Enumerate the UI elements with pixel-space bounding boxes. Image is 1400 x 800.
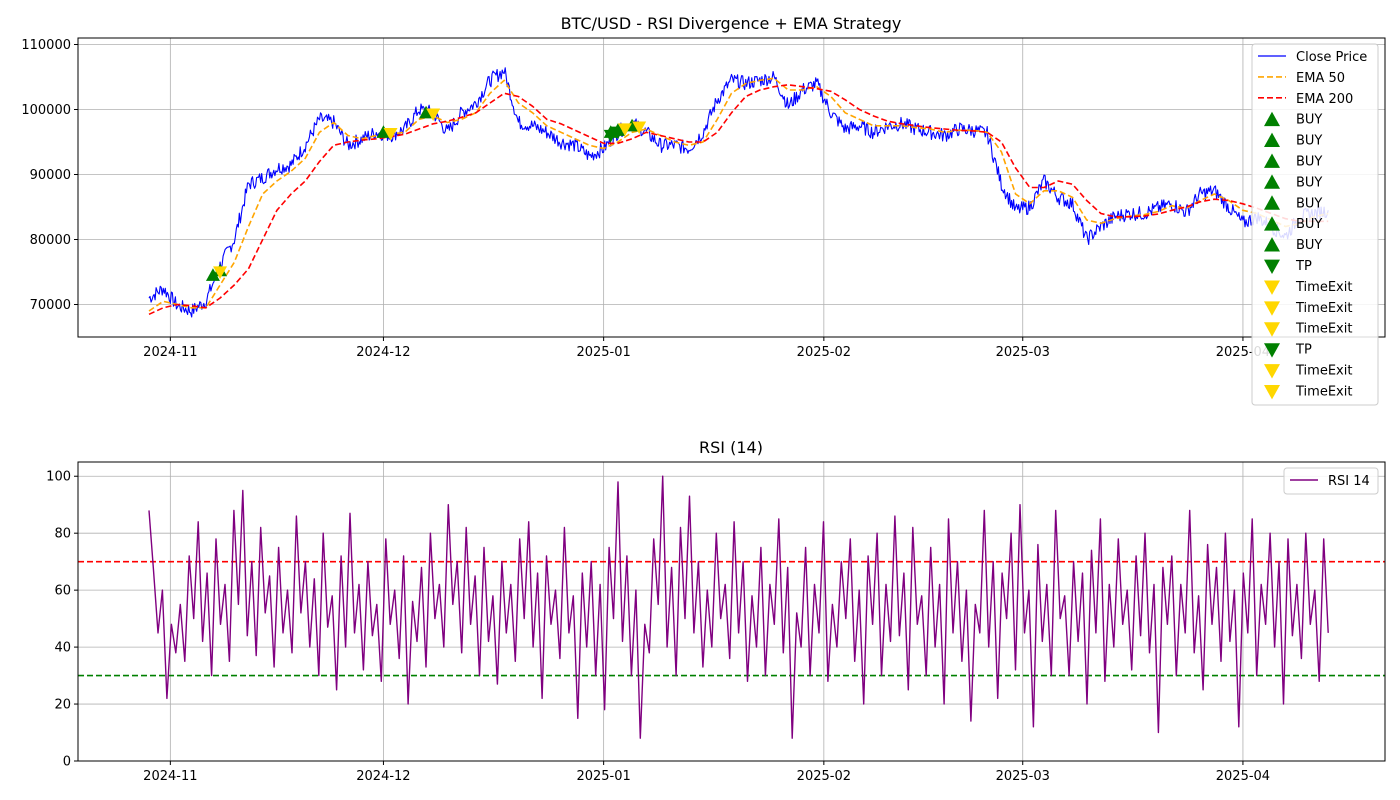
rsi-plot-area xyxy=(78,475,1385,739)
legend-label: BUY xyxy=(1296,134,1322,149)
rsi-xtick-label: 2024-11 xyxy=(143,769,197,784)
rsi-y-axis: 0 20 40 60 80 100 xyxy=(46,470,78,770)
legend-label: BUY xyxy=(1296,196,1322,211)
legend-label: BUY xyxy=(1296,238,1322,253)
rsi-ytick-label: 0 xyxy=(63,755,71,770)
rsi-legend: RSI 14 xyxy=(1283,467,1379,495)
price-legend-box xyxy=(1251,43,1379,406)
legend-marker-timeexit xyxy=(1264,385,1280,400)
price-xtick-label: 2025-03 xyxy=(996,345,1050,360)
legend-marker-buy xyxy=(1264,174,1280,189)
price-chart-panel: BTC/USD - RSI Divergence + EMA Strategy … xyxy=(21,14,1386,406)
price-y-axis: 70000 80000 90000 100000 110000 xyxy=(21,38,78,313)
legend-label: TimeExit xyxy=(1295,280,1352,295)
legend-marker-buy xyxy=(1264,132,1280,147)
rsi-ytick-label: 80 xyxy=(54,527,71,542)
trade-marker-timeexit xyxy=(383,127,398,141)
legend-label: TimeExit xyxy=(1295,322,1352,337)
rsi-ytick-label: 60 xyxy=(54,584,71,599)
price-ytick-label: 80000 xyxy=(30,233,71,248)
legend-marker-buy xyxy=(1264,237,1280,252)
price-ytick-label: 110000 xyxy=(21,38,71,53)
rsi-xtick-label: 2025-01 xyxy=(576,769,630,784)
legend-marker-tp xyxy=(1264,259,1280,274)
legend-marker-timeexit xyxy=(1264,364,1280,379)
trade-marker-tp xyxy=(610,126,625,140)
legend-marker-buy xyxy=(1264,153,1280,168)
rsi-ytick-label: 100 xyxy=(46,470,71,485)
series-line-ema-200 xyxy=(148,84,1329,316)
legend-label: BUY xyxy=(1296,155,1322,170)
legend-label: TP xyxy=(1295,343,1312,358)
trade-marker-buy xyxy=(419,105,434,119)
legend-marker-timeexit xyxy=(1264,301,1280,316)
legend-marker-timeexit xyxy=(1264,322,1280,337)
legend-label: TimeExit xyxy=(1295,364,1352,379)
legend-label: TP xyxy=(1295,259,1312,274)
trade-marker-timeexit xyxy=(632,121,647,135)
legend-marker-buy xyxy=(1264,111,1280,127)
legend-label: BUY xyxy=(1296,113,1322,128)
legend-marker-buy xyxy=(1264,216,1280,231)
legend-label: EMA 200 xyxy=(1296,92,1353,107)
price-axes-frame xyxy=(77,37,1386,338)
price-ytick-label: 90000 xyxy=(30,168,71,183)
rsi-ytick-label: 40 xyxy=(54,641,71,656)
rsi-chart-title: RSI (14) xyxy=(699,438,763,457)
legend-marker-timeexit xyxy=(1264,280,1280,295)
rsi-xtick-label: 2024-12 xyxy=(356,769,410,784)
price-trade-markers xyxy=(205,105,647,281)
trade-marker-timeexit xyxy=(617,123,632,136)
price-legend: Close Price EMA 50 EMA 200 BUY BUY BUY BUY BUY B… xyxy=(1251,43,1379,406)
price-xtick-label: 2024-11 xyxy=(143,345,197,360)
legend-label: EMA 50 xyxy=(1296,71,1345,86)
price-ytick-label: 100000 xyxy=(21,103,71,118)
legend-label: TimeExit xyxy=(1295,384,1352,399)
trade-marker-timeexit xyxy=(213,266,228,279)
trade-marker-buy xyxy=(205,268,220,281)
legend-label: TimeExit xyxy=(1295,301,1352,316)
rsi-x-axis: 2024-11 2024-12 2025-01 2025-02 2025-03 2025-… xyxy=(143,761,1270,784)
price-gridlines xyxy=(78,38,1385,337)
rsi-ytick-label: 20 xyxy=(54,698,71,713)
rsi-xtick-label: 2025-02 xyxy=(797,769,851,784)
rsi-chart-panel: RSI (14) 0 20 40 60 80 100 2024-11 2024-12 2025… xyxy=(46,438,1386,784)
legend-marker-buy xyxy=(1264,195,1280,210)
series-line-ema-50 xyxy=(148,77,1329,312)
legend-marker-tp xyxy=(1264,343,1280,358)
rsi-xtick-label: 2025-04 xyxy=(1216,769,1270,784)
price-xtick-label: 2025-01 xyxy=(576,345,630,360)
rsi-xtick-label: 2025-03 xyxy=(996,769,1050,784)
price-chart-title: BTC/USD - RSI Divergence + EMA Strategy xyxy=(561,14,902,33)
legend-label: RSI 14 xyxy=(1328,474,1370,489)
rsi-axes-frame xyxy=(77,461,1386,762)
price-xtick-label: 2024-12 xyxy=(356,345,410,360)
series-line-rsi-14 xyxy=(148,475,1329,739)
price-xtick-label: 2025-02 xyxy=(797,345,851,360)
legend-label: BUY xyxy=(1296,175,1322,190)
trade-marker-timeexit xyxy=(426,108,441,122)
rsi-legend-box xyxy=(1283,467,1379,495)
legend-label: BUY xyxy=(1296,217,1322,232)
legend-label: Close Price xyxy=(1296,50,1367,65)
trade-marker-tp xyxy=(603,129,618,143)
price-plot-area xyxy=(148,67,1329,318)
trade-marker-buy xyxy=(376,125,391,138)
price-ytick-label: 70000 xyxy=(30,298,71,313)
